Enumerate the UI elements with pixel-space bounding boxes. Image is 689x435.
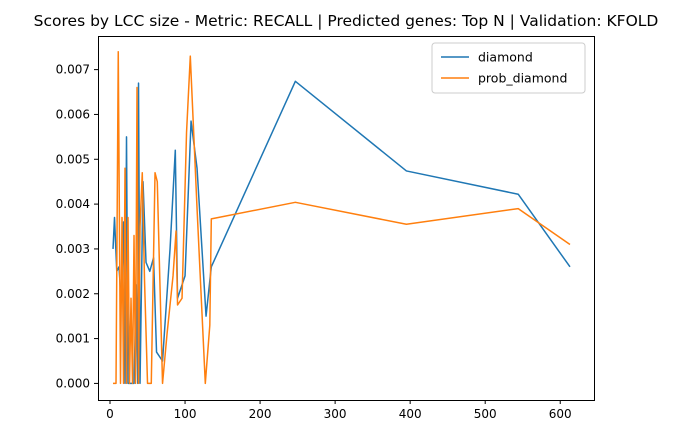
series-line-diamond bbox=[112, 80, 571, 385]
x-tick-label: 600 bbox=[549, 407, 572, 421]
legend-label-prob_diamond: prob_diamond bbox=[478, 71, 567, 86]
x-axis: 0 100 200 300 400 500 600 bbox=[106, 400, 572, 421]
x-tick-label: 400 bbox=[399, 407, 422, 421]
y-tick-label: 0.002 bbox=[56, 287, 90, 301]
x-tick-label: 300 bbox=[324, 407, 347, 421]
y-tick-label: 0.005 bbox=[56, 152, 90, 166]
legend: diamond prob_diamond bbox=[431, 42, 586, 94]
legend-box bbox=[431, 42, 586, 94]
x-tick-label: 500 bbox=[474, 407, 497, 421]
y-tick-label: 0.006 bbox=[56, 107, 90, 121]
y-tick-label: 0.001 bbox=[56, 332, 90, 346]
y-tick-label: 0.000 bbox=[56, 376, 90, 390]
series-layer bbox=[112, 50, 571, 385]
legend-label-diamond: diamond bbox=[478, 50, 533, 65]
y-tick-label: 0.007 bbox=[56, 63, 90, 77]
y-axis: 0.000 0.001 0.002 0.003 0.004 0.005 0.006 0.007 bbox=[56, 63, 98, 390]
x-tick-label: 0 bbox=[106, 407, 114, 421]
y-tick-label: 0.003 bbox=[56, 242, 90, 256]
x-tick-label: 200 bbox=[249, 407, 272, 421]
series-line-prob_diamond bbox=[113, 50, 571, 385]
x-tick-label: 100 bbox=[174, 407, 197, 421]
chart-title: Scores by LCC size - Metric: RECALL | Pr… bbox=[34, 12, 659, 30]
plot-frame bbox=[98, 36, 595, 401]
y-tick-label: 0.004 bbox=[56, 197, 90, 211]
